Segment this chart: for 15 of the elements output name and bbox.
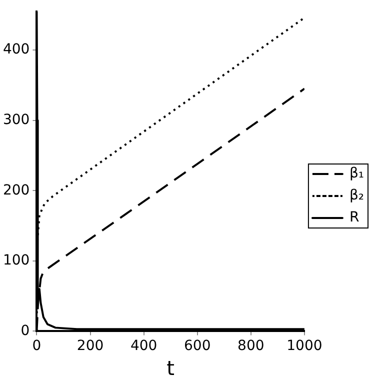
x-tick-label: 0	[32, 338, 42, 354]
legend-label: R	[349, 210, 360, 226]
y-tick-label: 200	[2, 182, 30, 198]
x-tick-label: 1000	[286, 338, 322, 354]
y-tick-label: 0	[20, 322, 30, 339]
x-tick-label: 600	[184, 338, 211, 354]
x-tick-label: 200	[76, 338, 104, 354]
x-tick-label: 800	[238, 338, 264, 354]
x-axis-title: t	[166, 356, 175, 380]
y-tick-label: 100	[2, 252, 30, 269]
y-tick-label: 400	[2, 42, 30, 58]
legend-label: β₁	[349, 166, 364, 182]
y-tick-label: 300	[2, 112, 30, 128]
legend-label: β₂	[349, 188, 364, 204]
x-tick-label: 400	[130, 338, 158, 354]
